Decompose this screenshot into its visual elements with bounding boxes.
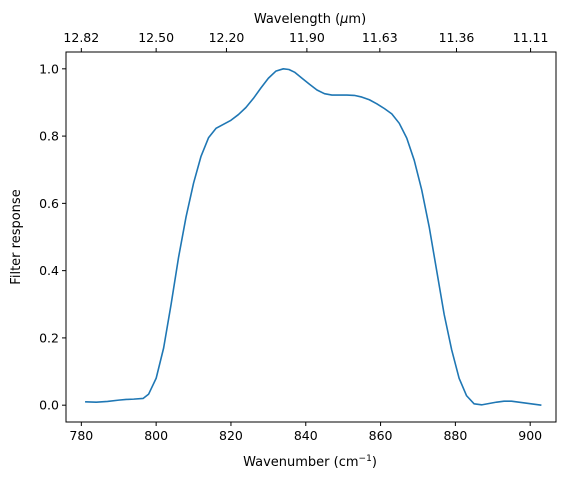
- top-tick-label: 11.90: [289, 30, 325, 45]
- y-tick-label: 0.2: [39, 330, 59, 345]
- y-tick-label: 1.0: [39, 61, 59, 76]
- x-tick-label: 820: [219, 428, 243, 443]
- top-tick-label: 11.63: [362, 30, 398, 45]
- y-tick-label: 0.6: [39, 196, 59, 211]
- x-axis-label: Wavenumber (cm−1): [243, 454, 377, 470]
- plot-area: [85, 68, 542, 406]
- y-tick-label: 0.4: [39, 263, 59, 278]
- y-axis-label: Filter response: [9, 189, 24, 284]
- top-axis-label: Wavelength (μm): [254, 12, 366, 27]
- top-tick-label: 12.20: [209, 30, 245, 45]
- top-tick-label: 11.11: [513, 30, 549, 45]
- x-tick-label: 880: [443, 428, 467, 443]
- top-axis-ticks: 12.82 12.50 12.20 11.90 11.63 11.36 11.11: [63, 30, 548, 52]
- x-axis-ticks: 780 800 820 840 860 880 900: [69, 422, 542, 443]
- top-tick-label: 12.82: [63, 30, 99, 45]
- axes-frame: [65, 51, 557, 423]
- x-tick-label: 900: [518, 428, 542, 443]
- x-tick-label: 860: [369, 428, 393, 443]
- axes-box: [65, 51, 557, 423]
- x-tick-label: 840: [294, 428, 318, 443]
- top-tick-label: 11.36: [439, 30, 475, 45]
- y-tick-label: 0.0: [39, 398, 59, 413]
- top-tick-label: 12.50: [138, 30, 174, 45]
- x-tick-label: 800: [144, 428, 168, 443]
- y-axis-ticks: 0.0 0.2 0.4 0.6 0.8 1.0: [39, 61, 66, 413]
- x-tick-label: 780: [69, 428, 93, 443]
- filter-response-line: [85, 68, 542, 406]
- y-tick-label: 0.8: [39, 129, 59, 144]
